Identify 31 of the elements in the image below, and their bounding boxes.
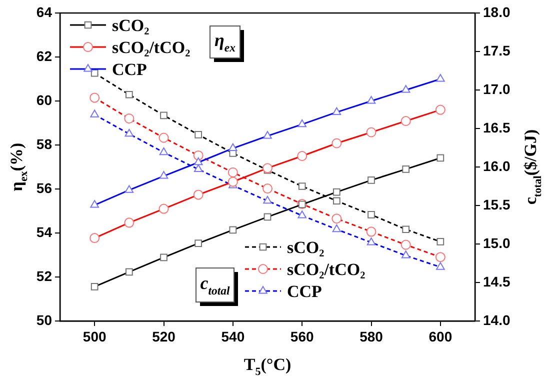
legend-label: sCO₂ [287,238,324,257]
x-tick-label: 520 [152,328,176,344]
y2-axis-title: ctotal($/GJ) [521,129,544,205]
legend-label: sCO₂/tCO₂ [287,260,366,279]
y2-tick-label: 15.0 [483,234,510,251]
x-tick-label: 540 [221,328,245,344]
y-axis-title: ηex(%) [7,142,30,192]
y-tick-label: 52 [36,268,52,284]
legend-label: sCO₂/tCO₂ [112,38,190,57]
y2-tick-label: 14.5 [483,273,510,290]
y-tick-label: 54 [36,224,52,240]
y2-tick-label: 16.0 [483,158,510,174]
y2-tick-label: 15.5 [483,196,510,212]
legend-label: sCO₂ [112,16,150,35]
y2-tick-label: 17.5 [483,42,510,58]
y-tick-label: 58 [36,136,52,152]
x-tick-label: 580 [360,328,384,344]
y2-tick-label: 16.5 [483,119,510,136]
x-tick-label: 560 [290,328,314,344]
y2-tick-label: 17.0 [483,80,510,97]
y2-tick-label: 18.0 [483,4,510,20]
x-tick-label: 600 [428,328,452,344]
y2-tick-label: 14.0 [483,312,510,328]
x-tick-label: 500 [82,328,106,344]
y-tick-label: 64 [36,4,52,20]
legend-label: CCP [287,282,322,301]
y-tick-label: 62 [36,48,52,64]
legend-label: CCP [112,60,147,79]
y-tick-label: 60 [36,92,52,108]
y-tick-label: 56 [36,180,52,196]
y-tick-label: 50 [36,312,52,328]
